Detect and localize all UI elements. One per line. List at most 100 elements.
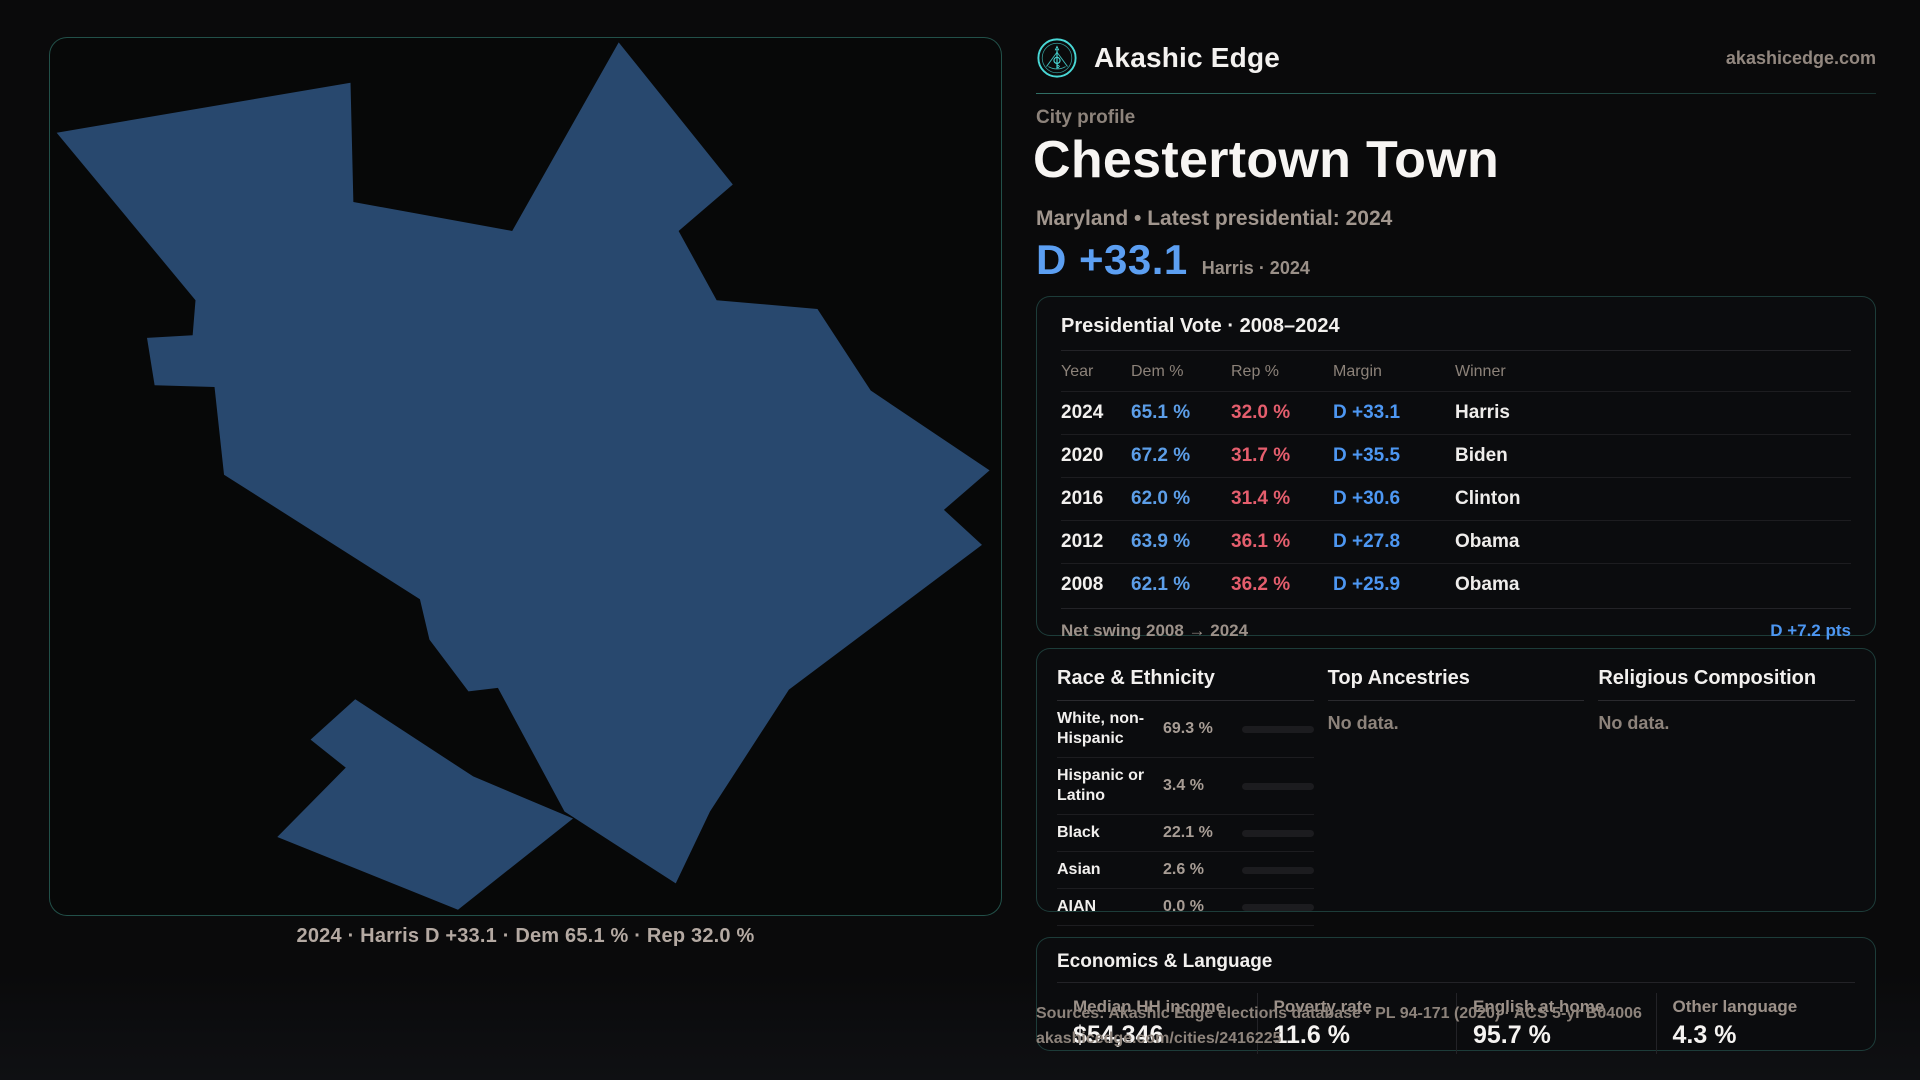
cell-year: 2012 xyxy=(1061,531,1104,552)
cell-winner: Obama xyxy=(1455,574,1520,595)
cell-rep-pct: 32.0 % xyxy=(1231,402,1291,423)
col-year: Year xyxy=(1061,363,1094,380)
cell-dem-pct: 63.9 % xyxy=(1131,531,1191,552)
city-boundary-shape-main xyxy=(56,42,990,884)
stat-label: Poverty rate xyxy=(1273,997,1372,1016)
race-section-title: Race & Ethnicity xyxy=(1057,667,1314,701)
economics-stats-row: Median HH income $54,346 Poverty rate 11… xyxy=(1057,993,1855,1054)
race-bar-track xyxy=(1241,866,1314,874)
cell-year: 2008 xyxy=(1061,574,1104,595)
cell-margin: D +30.6 xyxy=(1333,488,1401,509)
race-label: AIAN xyxy=(1057,898,1097,915)
cell-dem-pct: 67.2 % xyxy=(1131,445,1191,466)
ancestries-section: Top Ancestries No data. xyxy=(1327,667,1585,926)
stat-other-language: Other language 4.3 % xyxy=(1655,993,1856,1054)
cell-year: 2020 xyxy=(1061,445,1104,466)
cell-rep-pct: 36.2 % xyxy=(1231,574,1291,595)
cell-year: 2016 xyxy=(1061,488,1104,509)
sources-line: Sources: Akashic Edge elections database… xyxy=(1036,1005,1642,1022)
brand-name: Akashic Edge xyxy=(1094,42,1281,73)
hero-margin-note: Harris · 2024 xyxy=(1201,258,1310,278)
religion-section: Religious Composition No data. xyxy=(1598,667,1855,926)
race-bar-track xyxy=(1241,903,1314,911)
table-row: 2008 62.1 % 36.2 % D +25.9 Obama xyxy=(1061,563,1851,606)
cell-year: 2024 xyxy=(1061,402,1104,423)
brand-domain-link[interactable]: akashicedge.com xyxy=(1725,47,1876,68)
city-boundary-shape-lower xyxy=(277,699,574,910)
cell-winner: Biden xyxy=(1455,445,1508,466)
net-swing-value: D +7.2 pts xyxy=(1770,621,1851,640)
race-value: 69.3 % xyxy=(1163,720,1213,737)
page-title: Chestertown Town xyxy=(1033,131,1500,189)
cell-margin: D +27.8 xyxy=(1333,531,1401,552)
vote-card-title: Presidential Vote · 2008–2024 xyxy=(1061,315,1340,337)
table-row: 2016 62.0 % 31.4 % D +30.6 Clinton xyxy=(1061,477,1851,520)
cell-winner: Obama xyxy=(1455,531,1520,552)
race-row: Black 22.1 % xyxy=(1057,815,1314,852)
ancestries-empty-state: No data. xyxy=(1327,713,1399,733)
col-margin: Margin xyxy=(1333,363,1382,380)
stat-label: English at home xyxy=(1473,997,1605,1016)
cell-rep-pct: 31.7 % xyxy=(1231,445,1291,466)
stat-english-at-home: English at home 95.7 % xyxy=(1456,993,1656,1054)
stat-label: Median HH income xyxy=(1073,997,1226,1016)
stat-value: $54,346 xyxy=(1073,1021,1164,1049)
table-row: 2012 63.9 % 36.1 % D +27.8 Obama xyxy=(1061,520,1851,563)
demographics-card: Race & Ethnicity White, non-Hispanic 69.… xyxy=(1036,648,1876,926)
cell-margin: D +25.9 xyxy=(1333,574,1401,595)
race-row: Hispanic or Latino 3.4 % xyxy=(1057,758,1314,815)
table-row: 2024 65.1 % 32.0 % D +33.1 Harris xyxy=(1061,391,1851,434)
cell-dem-pct: 62.0 % xyxy=(1131,488,1191,509)
city-boundary-map xyxy=(56,42,990,910)
cell-winner: Clinton xyxy=(1455,488,1521,509)
religion-empty-state: No data. xyxy=(1598,713,1670,733)
net-swing-row: Net swing 2008 → 2024 D +7.2 pts xyxy=(1061,608,1851,641)
app-header: Akashic Edge akashicedge.com xyxy=(1036,30,1876,86)
brand-logo-icon xyxy=(1037,38,1077,78)
stat-value: 95.7 % xyxy=(1473,1021,1551,1049)
cell-rep-pct: 31.4 % xyxy=(1231,488,1291,509)
race-bar-track xyxy=(1241,725,1314,733)
cell-dem-pct: 62.1 % xyxy=(1131,574,1191,595)
divider xyxy=(1057,982,1855,983)
map-caption: 2024 · Harris D +33.1 · Dem 65.1 % · Rep… xyxy=(296,925,755,947)
cell-winner: Harris xyxy=(1455,402,1510,423)
cell-dem-pct: 65.1 % xyxy=(1131,402,1191,423)
race-value: 0.0 % xyxy=(1163,898,1204,915)
race-label: Black xyxy=(1057,824,1100,841)
race-label: Hispanic or Latino xyxy=(1057,767,1145,804)
cell-margin: D +35.5 xyxy=(1333,445,1401,466)
stat-value: 4.3 % xyxy=(1672,1021,1737,1049)
economics-card: Economics & Language Median HH income $5… xyxy=(1036,937,1876,1054)
race-row: White, non-Hispanic 69.3 % xyxy=(1057,701,1314,758)
race-value: 2.6 % xyxy=(1163,861,1204,878)
race-value: 22.1 % xyxy=(1163,824,1213,841)
divider xyxy=(1061,350,1851,351)
cell-rep-pct: 36.1 % xyxy=(1231,531,1291,552)
sources-footer: Sources: Akashic Edge elections database… xyxy=(1036,1003,1656,1051)
hero-margin-block: D +33.1 Harris · 2024 xyxy=(1036,236,1310,284)
vote-table-header: Year Dem % Rep % Margin Winner xyxy=(1061,351,1851,391)
race-label: Asian xyxy=(1057,861,1101,878)
col-dem: Dem % xyxy=(1131,363,1184,380)
cell-margin: D +33.1 xyxy=(1333,402,1401,423)
race-row: AIAN 0.0 % xyxy=(1057,889,1314,926)
stat-poverty-rate: Poverty rate 11.6 % xyxy=(1256,993,1457,1054)
race-label: White, non-Hispanic xyxy=(1057,710,1145,747)
economics-card-title: Economics & Language xyxy=(1057,951,1273,972)
eyebrow-label: City profile xyxy=(1036,107,1136,128)
col-rep: Rep % xyxy=(1231,363,1280,380)
table-row: 2020 67.2 % 31.7 % D +35.5 Biden xyxy=(1061,434,1851,477)
race-ethnicity-section: Race & Ethnicity White, non-Hispanic 69.… xyxy=(1057,667,1314,926)
net-swing-label: Net swing 2008 → 2024 xyxy=(1061,621,1249,640)
stat-value: 11.6 % xyxy=(1273,1021,1350,1049)
city-map-panel xyxy=(49,37,1002,916)
permalink[interactable]: akashicedge.com/cities/2416225 xyxy=(1036,1030,1282,1048)
stat-label: Other language xyxy=(1672,997,1798,1016)
stat-median-hh-income: Median HH income $54,346 xyxy=(1057,993,1257,1054)
race-bar-track xyxy=(1241,782,1314,790)
hero-margin-value: D +33.1 xyxy=(1036,236,1188,283)
page-subtitle: Maryland • Latest presidential: 2024 xyxy=(1036,207,1393,230)
header-divider xyxy=(1036,93,1876,94)
race-bar-track xyxy=(1241,829,1314,837)
